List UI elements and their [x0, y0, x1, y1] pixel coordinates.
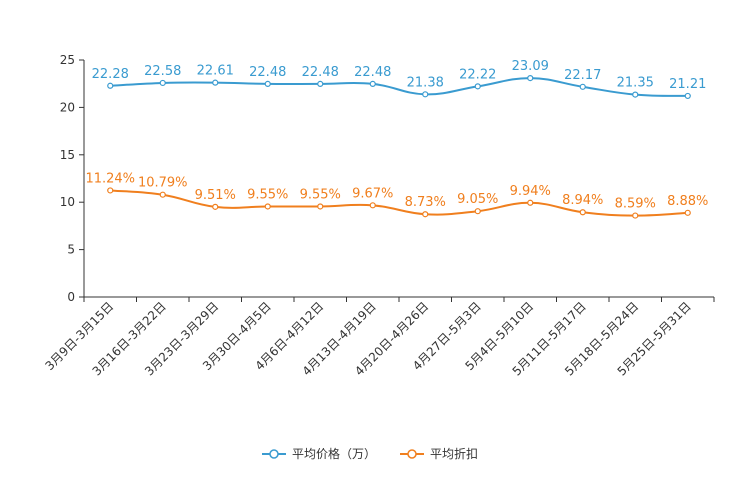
y-tick-label: 25 [60, 53, 75, 67]
data-label: 9.55% [300, 187, 341, 202]
y-tick-label: 5 [67, 243, 75, 257]
data-point [159, 79, 166, 87]
data-label: 22.28 [92, 67, 129, 82]
legend[interactable]: 平均价格（万） 平均折扣 [262, 446, 478, 461]
legend-marker [269, 449, 279, 459]
data-point [422, 211, 429, 218]
y-tick-label: 10 [60, 195, 75, 209]
data-label: 8.59% [615, 197, 656, 212]
series-layer: 22.28 22.58 22.61 22.48 22.48 22.48 21.38 22.22… [85, 59, 708, 219]
data-label: 9.55% [247, 187, 288, 202]
data-label: 22.48 [249, 65, 286, 80]
data-label: 11.24% [85, 171, 135, 186]
data-label: 23.09 [512, 59, 549, 74]
data-point [212, 79, 219, 86]
y-tick-label: 20 [60, 100, 75, 114]
legend-item-1[interactable]: 平均价格（万） [262, 446, 376, 461]
series-line [110, 189, 688, 217]
data-point [264, 203, 271, 210]
data-point [474, 83, 481, 90]
series-1: 22.28 22.58 22.61 22.48 22.48 22.48 21.38 22.22… [92, 59, 706, 100]
data-label: 22.58 [144, 64, 181, 79]
data-label: 8.73% [405, 195, 446, 210]
data-point [527, 199, 534, 206]
data-point [579, 209, 586, 216]
data-point [264, 80, 271, 87]
data-point [527, 75, 534, 82]
data-label: 21.21 [669, 77, 706, 92]
data-point [369, 80, 376, 87]
legend-label: 平均价格（万） [292, 446, 376, 461]
data-label: 8.88% [667, 194, 708, 209]
data-label: 22.17 [564, 68, 601, 83]
data-label: 10.79% [138, 176, 188, 191]
data-point [317, 80, 324, 87]
series-2: 11.24% 10.79% 9.51% 9.55% 9.55% 9.67% 8.73% 9.0… [85, 171, 708, 219]
data-point [107, 82, 114, 89]
data-label: 9.05% [457, 192, 498, 207]
data-label: 21.38 [407, 75, 444, 90]
legend-label: 平均折扣 [430, 446, 478, 461]
data-point [474, 208, 481, 215]
data-point [684, 209, 691, 216]
data-point [317, 203, 324, 210]
data-label: 22.22 [459, 67, 496, 82]
data-point [632, 91, 639, 98]
data-point [422, 91, 429, 98]
data-label: 22.48 [354, 65, 391, 80]
legend-item-2[interactable]: 平均折扣 [400, 446, 478, 461]
data-point [579, 83, 586, 90]
data-point [632, 212, 639, 219]
data-label: 22.61 [197, 64, 234, 79]
legend-marker [407, 449, 417, 459]
data-point [159, 191, 166, 198]
data-label: 9.67% [352, 186, 393, 201]
data-label: 22.48 [302, 65, 339, 80]
data-label: 8.94% [562, 193, 603, 208]
data-point [369, 202, 376, 209]
data-label: 9.94% [510, 184, 551, 199]
data-label: 9.51% [195, 188, 236, 203]
data-label: 21.35 [617, 76, 654, 91]
data-point [212, 203, 219, 210]
series-line [110, 77, 688, 97]
y-tick-label: 0 [67, 290, 75, 304]
data-point [684, 92, 691, 100]
data-point [107, 187, 114, 194]
y-tick-label: 15 [60, 148, 75, 162]
